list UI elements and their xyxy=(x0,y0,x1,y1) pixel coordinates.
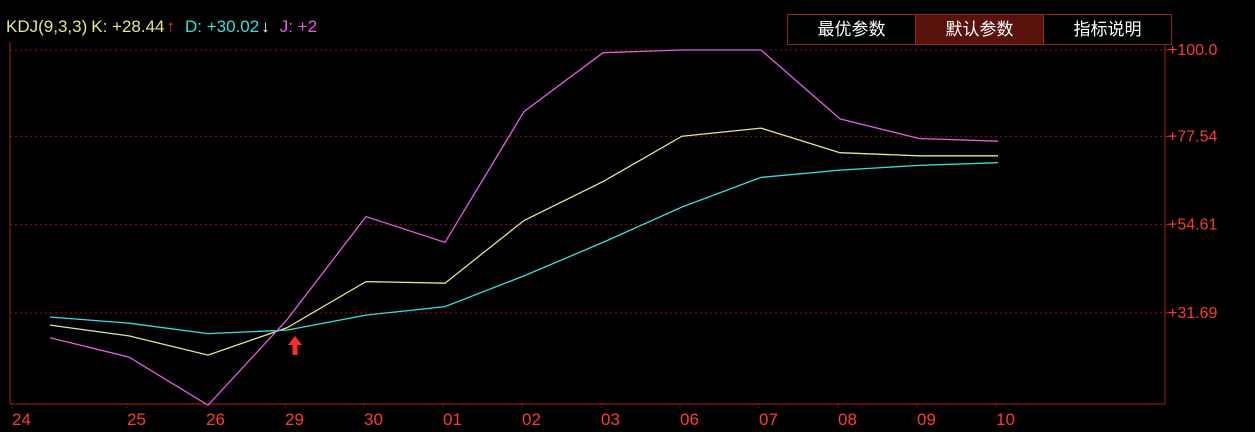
x-axis-ticks: 24 25 26 29 30 01 02 03 06 07 08 09 10 xyxy=(11,404,1015,429)
x-tick-label: 10 xyxy=(996,410,1015,429)
kdj-label: KDJ(9,3,3) xyxy=(6,17,88,36)
signal-up-arrow-icon xyxy=(288,336,302,355)
indicator-legend: KDJ(9,3,3) K: +28.44 ↑ D: +30.02 ↓ J: +2 xyxy=(6,17,321,37)
x-tick-label: 08 xyxy=(838,410,857,429)
y-tick-label: +77.54 xyxy=(1168,128,1217,145)
signal-markers xyxy=(288,336,302,355)
x-tick-label: 26 xyxy=(206,410,225,429)
d-down-arrow-icon: ↓ xyxy=(261,17,270,36)
x-tick-label: 24 xyxy=(12,410,31,429)
x-tick-label: 29 xyxy=(285,410,304,429)
x-tick-label: 02 xyxy=(522,410,541,429)
x-tick-label: 25 xyxy=(127,410,146,429)
x-tick-label: 07 xyxy=(759,410,778,429)
x-tick-label: 09 xyxy=(917,410,936,429)
chart-axes xyxy=(9,42,1166,405)
series-line-k xyxy=(49,127,998,356)
x-tick-label: 01 xyxy=(443,410,462,429)
indicator-help-button[interactable]: 指标说明 xyxy=(1044,15,1171,44)
series-lines xyxy=(49,49,999,407)
gridlines xyxy=(10,49,1165,314)
k-value: K: +28.44 xyxy=(91,17,165,36)
optimal-params-button[interactable]: 最优参数 xyxy=(788,15,916,44)
x-tick-label: 30 xyxy=(364,410,383,429)
series-line-d xyxy=(49,162,999,335)
x-tick-label: 03 xyxy=(601,410,620,429)
x-tick-label: 06 xyxy=(680,410,699,429)
d-value: D: +30.02 xyxy=(185,17,260,36)
default-params-button[interactable]: 默认参数 xyxy=(916,15,1044,44)
y-tick-label: +54.61 xyxy=(1168,217,1217,234)
parameter-tabs: 最优参数 默认参数 指标说明 xyxy=(787,14,1172,45)
y-tick-label: +100.0 xyxy=(1168,42,1217,59)
y-tick-label: +31.69 xyxy=(1168,305,1217,322)
y-axis-ticks: +100.0 +77.54 +54.61 +31.69 xyxy=(1165,42,1217,322)
k-up-arrow-icon: ↑ xyxy=(166,17,176,36)
series-line-j xyxy=(49,49,999,407)
j-value: J: +2 xyxy=(279,17,318,36)
